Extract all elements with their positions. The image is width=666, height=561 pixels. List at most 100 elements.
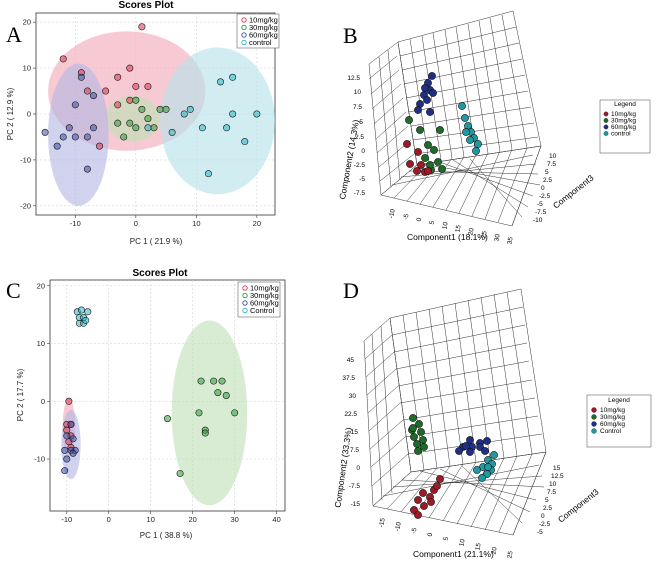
- panel-d-ztick: 0: [541, 513, 545, 520]
- panel-letter-c: C: [6, 278, 21, 303]
- data-point-60mg-kg: [83, 133, 91, 141]
- panel-d-xtick: -15: [378, 517, 387, 528]
- panel-d-ytick: 45: [347, 357, 355, 364]
- panel-d-legend: Legend 10mg/kg 30mg/kg 60mg/kg Control: [586, 394, 652, 448]
- panel-c-points: [61, 306, 239, 477]
- data-point-30mg-kg: [114, 119, 122, 127]
- panel-b-xtick: 10: [441, 221, 449, 230]
- data-point-30mg-kg: [156, 105, 164, 113]
- x-tick-label: 20: [253, 219, 261, 228]
- point-3d-30mg-kg: [416, 126, 424, 134]
- x-tick-label: 0: [134, 219, 138, 228]
- panel-a-ylabel: PC 2 ( 12.9 %): [6, 87, 15, 140]
- data-point-60mg-kg: [63, 455, 71, 463]
- data-point-60mg-kg: [71, 101, 79, 109]
- point-3d-30mg-kg: [409, 424, 417, 432]
- panel-a-legend: 10mg/kg 30mg/kg 60mg/kg control: [236, 13, 280, 49]
- panel-d-legend-box: [586, 394, 652, 448]
- panel-d-ztick: 5: [545, 497, 549, 504]
- panel-b-ytick: 2.5: [355, 134, 364, 141]
- panel-d-xtick: 25: [506, 550, 514, 559]
- point-3d-60mg-kg: [414, 106, 422, 114]
- point-3d-60mg-kg: [466, 436, 474, 444]
- point-3d-30mg-kg: [438, 165, 446, 173]
- panel-d-axis-ticks: -15 -10 -5 0 5 10 15 20 25 -15 -7.5 0 7.…: [342, 357, 564, 559]
- panel-d-zlabel: Component3: [556, 487, 601, 525]
- data-point-10mg-kg: [132, 82, 140, 90]
- data-point-10mg-kg: [102, 87, 110, 95]
- panel-d-points: [408, 414, 498, 519]
- data-point-60mg-kg: [63, 432, 71, 440]
- data-point-30mg-kg: [138, 105, 146, 113]
- data-point-60mg-kg: [61, 446, 69, 454]
- point-3d-10mg-kg: [417, 161, 425, 169]
- panel-d-ztick: 12.5: [551, 473, 564, 480]
- y-tick-label: 10: [37, 339, 45, 348]
- confidence-ellipse-control: [160, 47, 275, 195]
- data-point-control: [77, 306, 85, 314]
- panel-d-legend-label-60: 60mg/kg: [600, 421, 625, 428]
- point-3d-60mg-kg: [466, 448, 474, 456]
- panel-b-xlabel: Component1 (18.1%): [407, 232, 488, 242]
- panel-d-ytick: 0: [356, 465, 360, 472]
- panel-d-xtick: 10: [458, 538, 466, 547]
- point-3d-10mg-kg: [436, 475, 444, 483]
- panel-a-xlabel: PC 1 ( 21.9 %): [130, 237, 183, 246]
- panel-b-ytick: 12.5: [347, 75, 360, 82]
- panel-a-title: Scores Plot: [118, 0, 174, 11]
- data-point-10mg-kg: [114, 101, 122, 109]
- data-point-30mg-kg: [214, 389, 222, 397]
- data-point-60mg-kg: [41, 128, 49, 136]
- point-3d-control: [462, 128, 470, 136]
- point-3d-60mg-kg: [421, 84, 429, 92]
- data-point-30mg-kg: [162, 105, 170, 113]
- panel-b-ytick: -5: [359, 176, 365, 183]
- panel-b-ztick: -10: [533, 217, 543, 224]
- panel-b-xtick: 35: [506, 236, 514, 245]
- point-3d-10mg-kg: [403, 140, 411, 148]
- panel-b-xtick: 5: [429, 220, 437, 225]
- panel-d-ztick: 7.5: [547, 489, 556, 496]
- panel-a-legend-marker-control: [241, 39, 247, 46]
- panel-letter-b: B: [343, 23, 358, 48]
- point-3d-10mg-kg: [424, 167, 432, 175]
- panel-d-legend-label-10: 10mg/kg: [600, 407, 625, 414]
- panel-d-ztick: 15: [553, 465, 561, 472]
- panel-c-legend-marker-10: [242, 285, 248, 291]
- panel-b-ztick: -7.5: [535, 209, 547, 216]
- point-3d-30mg-kg: [414, 447, 422, 455]
- panel-b-3d-plot: B -10 -5 0 5 10 15 20 25 30 3: [337, 10, 651, 245]
- panel-b-legend-box: [599, 99, 651, 154]
- panel-d-ztick: -2.5: [539, 521, 551, 528]
- panel-d-ytick: 30: [349, 393, 357, 400]
- panel-b-ztick: -5: [537, 201, 543, 208]
- panel-d-ytick: 15: [351, 429, 359, 436]
- panel-c-legend-label-30: 30mg/kg: [250, 291, 279, 300]
- point-3d-control: [458, 102, 466, 110]
- panel-b-ztick: 10: [549, 153, 557, 160]
- panel-d-ztick: -5: [537, 529, 543, 536]
- panel-b-legend-label-control: control: [611, 131, 631, 138]
- panel-c-legend-marker-60: [242, 300, 248, 306]
- point-3d-10mg-kg: [427, 498, 435, 506]
- point-3d-control: [466, 136, 474, 144]
- panel-c-legend: 10mg/kg 30mg/kg 60mg/kg Control: [237, 281, 281, 318]
- point-3d-30mg-kg: [410, 433, 418, 441]
- panel-b-legend-label-60: 60mg/kg: [611, 124, 636, 131]
- data-point-30mg-kg: [195, 409, 203, 417]
- point-3d-10mg-kg: [406, 160, 414, 168]
- data-point-control: [253, 110, 261, 118]
- data-point-control: [229, 110, 237, 118]
- panel-a-ticks: -10 0 10 20 -20 -10 0 10 20: [20, 18, 261, 228]
- panel-b-xtick: 20: [467, 227, 475, 236]
- panel-b-xtick: 15: [454, 224, 462, 233]
- panel-d-legend-marker-60: [591, 421, 597, 427]
- confidence-ellipse-60mg-kg: [48, 63, 109, 206]
- data-point-60mg-kg: [59, 133, 67, 141]
- data-point-10mg-kg: [63, 426, 71, 434]
- panel-d-xtick: -10: [394, 521, 403, 532]
- panel-b-legend-title: Legend: [614, 101, 636, 108]
- data-point-30mg-kg: [218, 377, 226, 385]
- panel-c-ticks: -10 0 10 20 30 40 -10 0 10 20: [34, 281, 281, 524]
